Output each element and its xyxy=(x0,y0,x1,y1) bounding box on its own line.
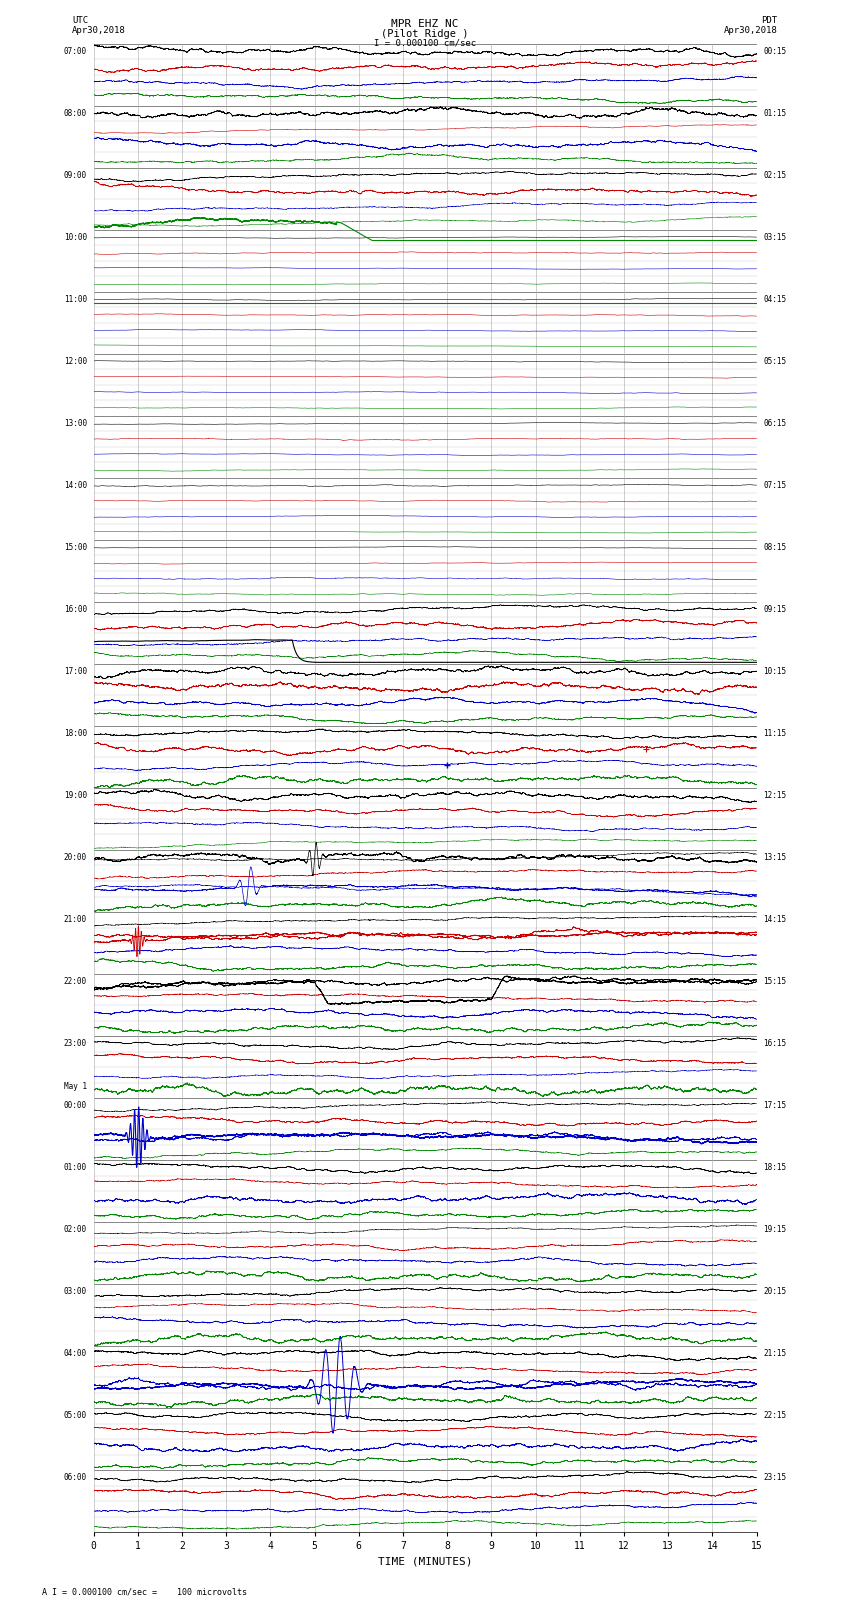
Text: 06:15: 06:15 xyxy=(763,419,786,427)
Text: 16:00: 16:00 xyxy=(64,605,87,615)
Text: 03:15: 03:15 xyxy=(763,232,786,242)
Text: 21:00: 21:00 xyxy=(64,915,87,924)
Text: 03:00: 03:00 xyxy=(64,1287,87,1297)
Text: 23:15: 23:15 xyxy=(763,1473,786,1482)
Text: 15:00: 15:00 xyxy=(64,544,87,552)
Text: 11:15: 11:15 xyxy=(763,729,786,739)
Text: 06:00: 06:00 xyxy=(64,1473,87,1482)
Text: MPR EHZ NC: MPR EHZ NC xyxy=(391,19,459,29)
Text: 17:00: 17:00 xyxy=(64,668,87,676)
Text: 11:00: 11:00 xyxy=(64,295,87,303)
Text: 04:00: 04:00 xyxy=(64,1350,87,1358)
Text: UTC: UTC xyxy=(72,16,88,26)
Text: 18:15: 18:15 xyxy=(763,1163,786,1173)
Text: 14:15: 14:15 xyxy=(763,915,786,924)
Text: 12:00: 12:00 xyxy=(64,356,87,366)
Text: 08:00: 08:00 xyxy=(64,108,87,118)
Text: 21:15: 21:15 xyxy=(763,1350,786,1358)
Text: 10:00: 10:00 xyxy=(64,232,87,242)
Text: Apr30,2018: Apr30,2018 xyxy=(72,26,126,35)
Text: 01:00: 01:00 xyxy=(64,1163,87,1173)
Text: 09:00: 09:00 xyxy=(64,171,87,179)
Text: 05:00: 05:00 xyxy=(64,1411,87,1421)
Text: 16:15: 16:15 xyxy=(763,1039,786,1048)
Text: 12:15: 12:15 xyxy=(763,790,786,800)
Text: 07:00: 07:00 xyxy=(64,47,87,56)
Text: 20:00: 20:00 xyxy=(64,853,87,861)
Text: 22:00: 22:00 xyxy=(64,977,87,986)
Text: 04:15: 04:15 xyxy=(763,295,786,303)
Text: 07:15: 07:15 xyxy=(763,481,786,490)
Text: 02:00: 02:00 xyxy=(64,1226,87,1234)
X-axis label: TIME (MINUTES): TIME (MINUTES) xyxy=(377,1557,473,1566)
Text: 18:00: 18:00 xyxy=(64,729,87,739)
Text: 02:15: 02:15 xyxy=(763,171,786,179)
Text: 09:15: 09:15 xyxy=(763,605,786,615)
Text: 10:15: 10:15 xyxy=(763,668,786,676)
Text: 19:15: 19:15 xyxy=(763,1226,786,1234)
Text: PDT: PDT xyxy=(762,16,778,26)
Text: 19:00: 19:00 xyxy=(64,790,87,800)
Text: 22:15: 22:15 xyxy=(763,1411,786,1421)
Text: May 1: May 1 xyxy=(64,1082,87,1090)
Text: 01:15: 01:15 xyxy=(763,108,786,118)
Text: 08:15: 08:15 xyxy=(763,544,786,552)
Text: Apr30,2018: Apr30,2018 xyxy=(724,26,778,35)
Text: 17:15: 17:15 xyxy=(763,1102,786,1110)
Text: (Pilot Ridge ): (Pilot Ridge ) xyxy=(382,29,468,39)
Text: 00:00: 00:00 xyxy=(64,1102,87,1110)
Text: 05:15: 05:15 xyxy=(763,356,786,366)
Text: 20:15: 20:15 xyxy=(763,1287,786,1297)
Text: A I = 0.000100 cm/sec =    100 microvolts: A I = 0.000100 cm/sec = 100 microvolts xyxy=(42,1587,247,1597)
Text: 23:00: 23:00 xyxy=(64,1039,87,1048)
Text: 13:15: 13:15 xyxy=(763,853,786,861)
Text: 15:15: 15:15 xyxy=(763,977,786,986)
Text: 13:00: 13:00 xyxy=(64,419,87,427)
Text: I = 0.000100 cm/sec: I = 0.000100 cm/sec xyxy=(374,39,476,48)
Text: 00:15: 00:15 xyxy=(763,47,786,56)
Text: 14:00: 14:00 xyxy=(64,481,87,490)
